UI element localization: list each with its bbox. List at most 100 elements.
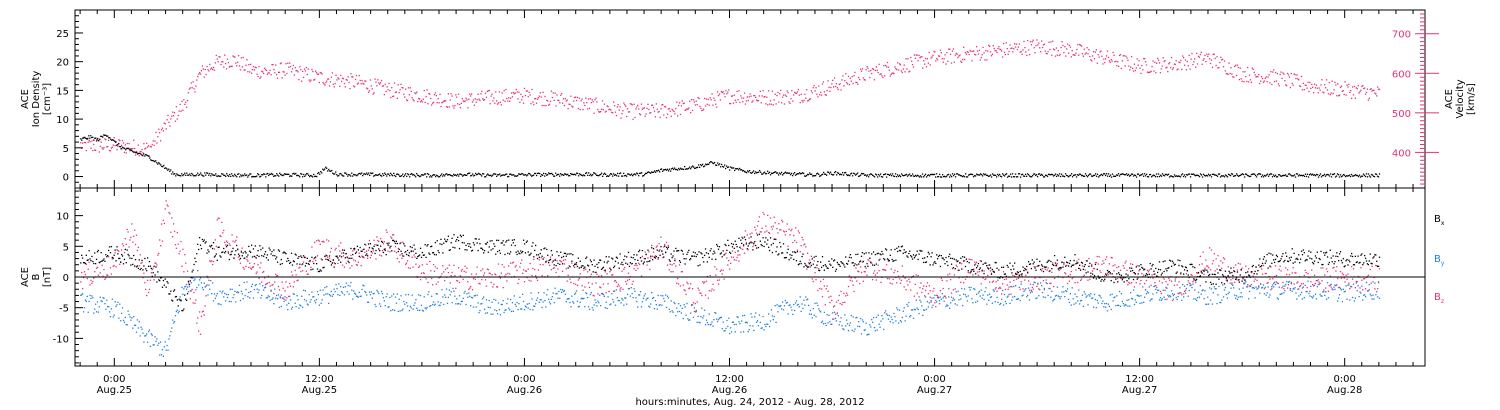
velocity-point [806,89,808,91]
bz-point [533,258,535,261]
density-point [939,176,942,178]
bz-point [776,228,778,230]
density-point [306,173,308,175]
by-point [1038,295,1040,297]
velocity-point [626,108,629,110]
velocity-point [130,148,132,150]
density-point [127,147,129,150]
bz-point [372,250,374,252]
velocity-point [340,74,342,77]
velocity-point [435,95,437,97]
density-point [1236,174,1239,176]
velocity-point [1064,46,1066,48]
by-point [138,320,140,323]
density-point [105,134,107,137]
velocity-point [981,54,983,56]
velocity-point [522,102,525,104]
by-point [353,292,356,294]
density-point [990,176,993,178]
by-point [606,307,608,310]
density-point [502,174,504,176]
by-point [1335,284,1337,287]
velocity-point [743,92,746,94]
by-point [242,298,244,300]
bz-point [484,279,487,281]
density-point [1290,175,1293,177]
density-point [355,174,357,176]
density-point [168,168,170,170]
density-point [1231,173,1234,175]
bz-point [205,295,207,297]
by-point [364,290,366,293]
bz-point [437,281,439,283]
by-point [371,297,373,299]
velocity-point [974,53,976,56]
velocity-point [463,100,465,103]
density-point [211,173,213,175]
velocity-point [993,47,995,50]
velocity-point [751,101,753,103]
bz-point [94,271,96,273]
by-point [301,306,304,308]
velocity-point [1337,83,1339,85]
velocity-point [722,91,724,93]
velocity-point [1021,53,1023,55]
by-point [1208,303,1210,305]
density-point [522,173,524,175]
velocity-point [432,101,435,104]
by-point [1180,292,1182,294]
bz-point [90,279,92,282]
by-point [308,293,310,296]
bz-point [856,280,858,282]
velocity-point [1179,61,1181,64]
by-point [1286,287,1289,289]
velocity-point [243,69,245,71]
velocity-point [1052,40,1054,42]
by-point [241,293,243,295]
velocity-point [590,101,593,104]
velocity-point [285,63,287,65]
velocity-point [861,68,864,70]
density-point [581,174,583,176]
velocity-point [618,109,620,111]
bz-point [476,266,478,268]
velocity-point [474,98,476,100]
density-point [955,173,958,175]
by-point [729,327,732,329]
velocity-point [1167,70,1169,73]
velocity-point [462,100,464,102]
density-point [736,167,739,170]
density-point [1256,174,1259,176]
velocity-point [219,56,221,58]
by-point [804,304,806,306]
bz-point [141,261,143,264]
bz-point [118,250,120,252]
by-point [542,301,544,303]
velocity-point [1229,72,1231,75]
density-point [974,175,977,177]
density-point [1184,176,1187,178]
density-point [863,174,866,176]
bz-point [139,254,141,256]
bz-point [258,277,260,279]
velocity-point [548,103,551,105]
velocity-point [115,140,117,142]
density-point [444,175,446,177]
density-point [252,175,254,178]
density-point [256,175,258,177]
velocity-point [786,90,788,92]
velocity-point [912,66,915,68]
bz-point [227,250,230,253]
density-point [319,173,321,175]
velocity-point [605,110,607,112]
density-point [869,173,872,175]
by-point [823,311,826,314]
by-point [198,284,200,286]
density-point [772,172,775,174]
velocity-point [532,101,534,103]
by-point [340,291,343,293]
density-point [1205,174,1208,177]
velocity-point [1315,84,1318,86]
density-point [220,175,222,177]
by-point [1157,289,1160,291]
